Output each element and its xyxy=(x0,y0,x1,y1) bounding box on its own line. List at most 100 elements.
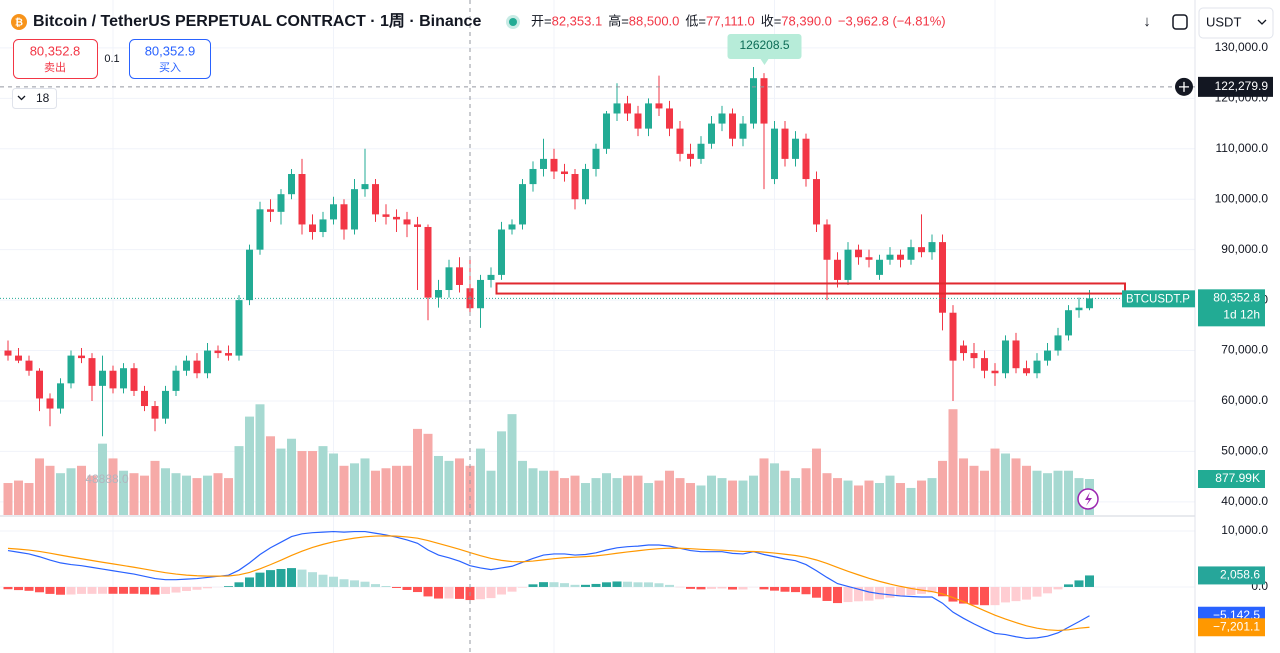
candle-body xyxy=(592,148,600,169)
volume-bar xyxy=(402,465,412,515)
volume-bar xyxy=(129,473,139,515)
macd-histogram-bar xyxy=(287,568,296,587)
macd-histogram-bar xyxy=(738,586,748,590)
volume-bar xyxy=(255,404,265,515)
candle-body xyxy=(718,113,726,124)
candle-body xyxy=(498,229,505,275)
candle-body xyxy=(162,390,169,419)
y-tick-label: 90,000.0 xyxy=(1221,242,1268,256)
candle-body xyxy=(4,350,12,356)
candle-body xyxy=(645,103,652,129)
volume-bar xyxy=(539,470,548,515)
candle-body xyxy=(613,103,621,114)
macd-histogram-bar xyxy=(980,586,989,606)
macd-histogram-bar xyxy=(696,586,706,590)
candle-body xyxy=(802,138,810,180)
volume-bar xyxy=(780,470,790,515)
volume-bar xyxy=(917,480,926,515)
volume-bar xyxy=(654,480,664,515)
candle-body xyxy=(99,370,106,386)
macd-histogram-bar xyxy=(392,586,401,588)
volume-bar xyxy=(1022,465,1031,515)
trade-panel: 80,352.8 卖出 0.1 80,352.9 买入 18 xyxy=(12,39,211,109)
macd-histogram-bar xyxy=(791,586,800,593)
volume-bar xyxy=(87,475,97,515)
candle-body xyxy=(424,226,432,298)
candle-body xyxy=(141,390,148,407)
candle-body xyxy=(708,123,715,144)
crosshair-price-label: 122,279.9 xyxy=(1215,79,1269,93)
fullscreen-button[interactable] xyxy=(1166,8,1194,36)
volume-bar xyxy=(434,455,443,515)
candle-body xyxy=(1044,350,1051,361)
volume-tag: 877.99K xyxy=(1215,471,1260,485)
candle-body xyxy=(855,249,862,258)
candle-body xyxy=(540,158,547,169)
volume-bar xyxy=(392,465,401,515)
candle-body xyxy=(330,204,337,220)
currency: USDT xyxy=(1206,14,1241,29)
volume-bar xyxy=(833,478,842,515)
volume-bar xyxy=(885,475,895,515)
volume-bar xyxy=(224,478,233,515)
volume-bar xyxy=(98,443,107,515)
volume-bar xyxy=(66,468,76,515)
y-tick-label: 70,000.0 xyxy=(1221,343,1268,357)
volume-bar xyxy=(360,458,370,515)
macd-histogram-bar xyxy=(644,582,653,587)
macd-histogram-bar xyxy=(1043,586,1052,594)
candle-body xyxy=(1002,340,1009,374)
candle-body xyxy=(771,128,778,180)
macd-histogram-bar xyxy=(497,586,506,595)
download-button[interactable] xyxy=(1133,8,1161,36)
y-tick-label: 110,000.0 xyxy=(1216,141,1269,155)
candle-body xyxy=(351,189,358,230)
macd-histogram-bar xyxy=(770,586,779,591)
volume-bar xyxy=(507,414,517,515)
signal-line-tag: −7,201.1 xyxy=(1213,619,1260,633)
volume-bar xyxy=(581,483,590,515)
volume-bar xyxy=(770,463,779,515)
macd-histogram-bar xyxy=(182,586,191,591)
currency-select[interactable] xyxy=(1198,7,1274,39)
price-pane xyxy=(4,67,1093,437)
buy-label: 买入 xyxy=(159,61,181,74)
volume-bar xyxy=(623,475,632,515)
candle-body xyxy=(634,113,642,129)
macd-histogram-bar xyxy=(938,586,947,597)
candle-body xyxy=(36,370,43,399)
candle-body xyxy=(319,219,327,233)
indicator-toggle[interactable] xyxy=(12,88,57,109)
volume-bar xyxy=(980,470,989,515)
candle-body xyxy=(550,158,558,172)
candle-body xyxy=(382,214,390,217)
volume-bar xyxy=(486,470,496,515)
macd-histogram-bar xyxy=(518,586,527,588)
volume-bar xyxy=(497,431,506,515)
macd-histogram-bar xyxy=(87,586,97,594)
header: ₿ Bitcoin / TetherUS PERPETUAL CONTRACT … xyxy=(11,7,1274,39)
buy-button[interactable] xyxy=(129,39,211,79)
volume-bar xyxy=(119,470,128,515)
volume-bar xyxy=(245,416,254,515)
candle-body xyxy=(1023,368,1030,374)
sell-button[interactable] xyxy=(13,39,98,79)
macd-histogram-bar xyxy=(297,569,307,587)
volume-bar xyxy=(14,480,23,515)
candle-body xyxy=(939,242,946,313)
price-tag-bg xyxy=(1198,289,1265,327)
macd-histogram-bar xyxy=(234,582,244,587)
macd-histogram-bar xyxy=(45,586,55,594)
volume-bar xyxy=(1032,470,1042,515)
candle-body xyxy=(666,108,673,129)
macd-histogram-bar xyxy=(119,586,128,594)
macd-histogram-bar xyxy=(549,582,559,587)
candle-body xyxy=(193,360,201,374)
volume-bar xyxy=(549,470,559,515)
coin-icon xyxy=(11,14,27,30)
macd-histogram-bar xyxy=(665,584,674,587)
signal-line xyxy=(7,535,1090,632)
candle-body xyxy=(991,370,999,374)
candle-body xyxy=(403,219,411,225)
candle-body xyxy=(183,360,190,371)
